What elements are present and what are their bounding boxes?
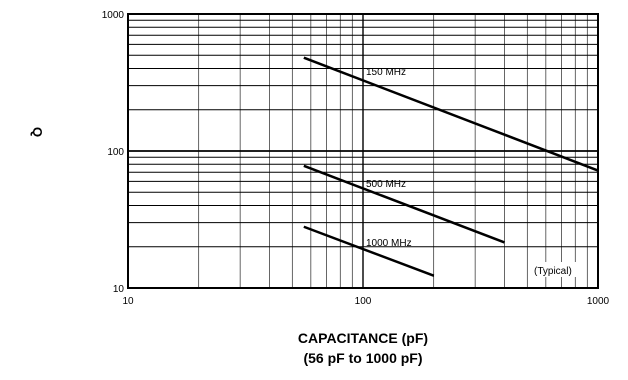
series-line-1 bbox=[303, 164, 505, 244]
x-axis-sublabel: (56 pF to 1000 pF) bbox=[303, 350, 422, 366]
series-line-2 bbox=[303, 225, 435, 277]
x-tick-1000: 1000 bbox=[587, 296, 610, 307]
x-tick-100: 100 bbox=[355, 296, 372, 307]
grid bbox=[128, 14, 598, 288]
y-tick-10: 10 bbox=[113, 284, 125, 295]
series-label-1000mhz: 1000 MHz bbox=[366, 238, 412, 249]
series-lines bbox=[303, 56, 599, 277]
x-tick-10: 10 bbox=[122, 296, 134, 307]
typical-note: (Typical) bbox=[534, 266, 572, 277]
typical-note-background bbox=[530, 262, 585, 277]
plot-frame bbox=[127, 13, 599, 289]
y-tick-1000: 1000 bbox=[102, 10, 125, 21]
y-tick-100: 100 bbox=[107, 147, 124, 158]
series-line-0 bbox=[303, 56, 599, 172]
x-axis-label: CAPACITANCE (pF) bbox=[298, 330, 428, 346]
series-label-150mhz: 150 MHz bbox=[366, 67, 406, 78]
series-label-500mhz: 500 MHz bbox=[366, 179, 406, 190]
y-axis-label: Q bbox=[30, 127, 45, 137]
